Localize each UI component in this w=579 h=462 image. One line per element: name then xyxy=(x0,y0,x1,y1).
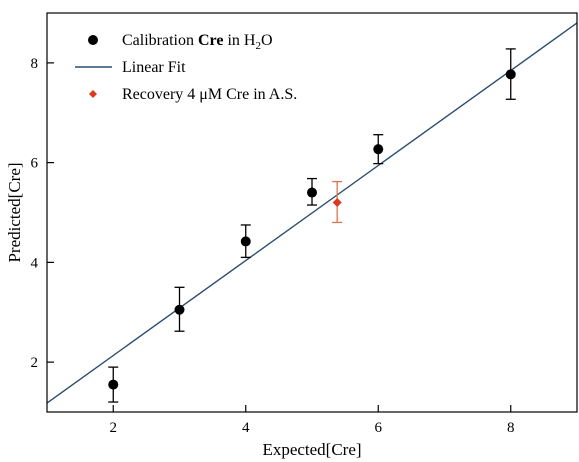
recovery-point-0 xyxy=(332,198,342,208)
x-tick-label-2: 2 xyxy=(110,420,118,436)
y-tick-label-8: 8 xyxy=(31,56,39,72)
x-tick-label-6: 6 xyxy=(375,420,383,436)
linear-fit-line xyxy=(46,22,578,404)
legend-text-linear-fit: Linear Fit xyxy=(122,59,186,76)
calibration-point-2 xyxy=(240,236,251,247)
calibration-point-5 xyxy=(505,69,516,80)
axes-layer: 2 4 6 8 2 4 6 8 xyxy=(31,12,578,436)
legend-text-recovery: Recovery 4 μM Cre in A.S. xyxy=(122,86,297,103)
legend-item-recovery: Recovery 4 μM Cre in A.S. xyxy=(89,86,297,103)
legend-text-subscript: 2 xyxy=(255,40,261,52)
calibration-point-0 xyxy=(108,379,119,390)
legend-text-part-2: Cre xyxy=(198,32,223,49)
legend-text-calibration: Calibration Cre in H2O xyxy=(122,32,273,52)
legend: Calibration Cre in H2O Linear Fit Recove… xyxy=(75,32,297,103)
legend-marker-recovery xyxy=(89,90,97,98)
legend-marker-calibration xyxy=(88,35,98,45)
calibration-point-3 xyxy=(307,187,317,198)
calibration-point-1 xyxy=(174,304,185,315)
calibration-point-4 xyxy=(373,144,384,155)
legend-item-calibration: Calibration Cre in H2O xyxy=(88,32,273,52)
legend-item-linear-fit: Linear Fit xyxy=(75,59,186,76)
y-tick-label-6: 6 xyxy=(31,156,39,172)
x-tick-label-4: 4 xyxy=(242,420,250,436)
plot-frame xyxy=(46,12,578,413)
x-axis-label: Expected[Cre] xyxy=(262,440,361,459)
x-tick-label-8: 8 xyxy=(507,420,515,436)
legend-text-part-5: O xyxy=(261,32,273,49)
y-tick-label-4: 4 xyxy=(31,255,39,271)
legend-text-part-3: in H xyxy=(223,32,255,49)
y-axis-label: Predicted[Cre] xyxy=(5,162,24,262)
legend-text-part-1: Calibration xyxy=(122,32,198,49)
plot-layer xyxy=(46,22,578,404)
y-tick-label-2: 2 xyxy=(31,355,39,371)
